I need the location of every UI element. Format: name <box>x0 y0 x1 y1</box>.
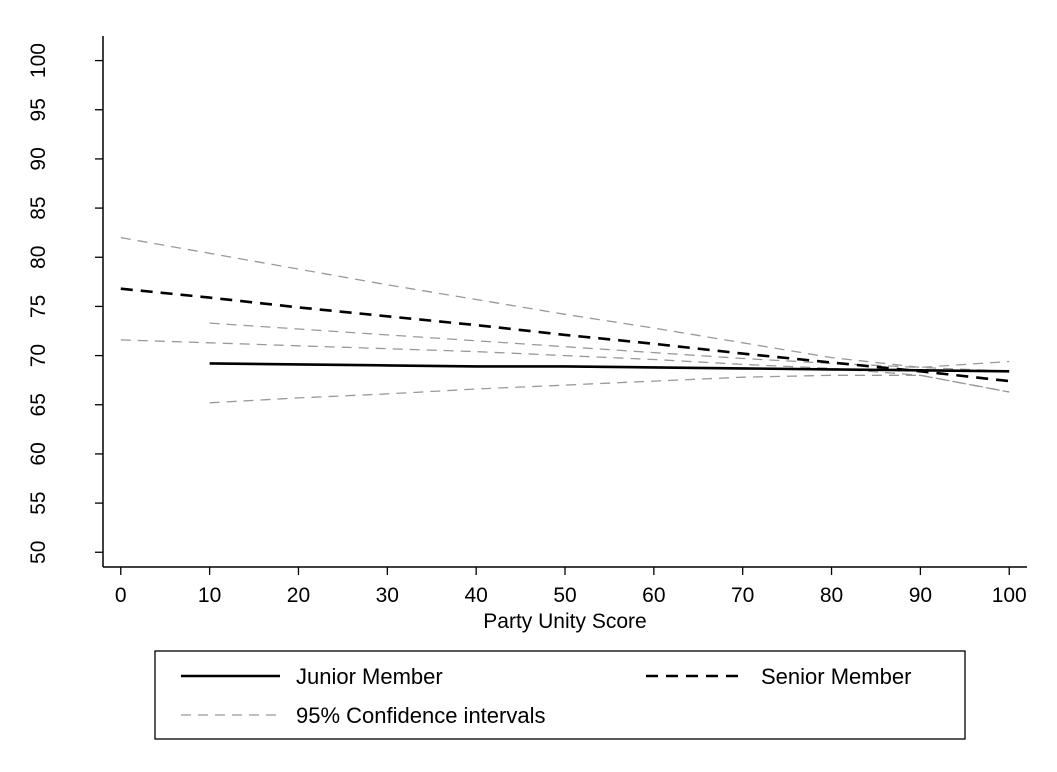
y-tick-label: 60 <box>27 442 50 465</box>
x-axis-title: Party Unity Score <box>483 610 646 633</box>
legend: Junior Member Senior Member 95% Confiden… <box>154 650 966 740</box>
series-line-junior-member <box>209 362 1010 373</box>
x-tick-label: 0 <box>115 584 127 607</box>
y-tick-label: 55 <box>27 491 50 514</box>
x-tick-label: 80 <box>820 584 843 607</box>
legend-box <box>154 650 966 740</box>
y-tick-label: 80 <box>27 246 50 269</box>
series-line-senior-member <box>120 287 1010 383</box>
plot-lines <box>120 236 1010 404</box>
x-tick-label: 70 <box>731 584 754 607</box>
legend-label-junior-member: Junior Member <box>296 664 443 689</box>
x-tick-label: 10 <box>198 584 221 607</box>
y-tick-label: 85 <box>27 196 50 219</box>
x-tick-label: 100 <box>992 584 1027 607</box>
legend-label-confidence-intervals: 95% Confidence intervals <box>296 703 545 728</box>
ci-line-5 <box>120 339 1010 393</box>
legend-label-senior-member: Senior Member <box>761 664 911 689</box>
y-tick-label: 70 <box>27 344 50 367</box>
ci-line-4 <box>120 236 1010 372</box>
y-tick-label: 100 <box>27 43 50 78</box>
x-tick-label: 20 <box>287 584 310 607</box>
y-tick-label: 65 <box>27 393 50 416</box>
x-tick-label: 30 <box>376 584 399 607</box>
x-tick-label: 50 <box>553 584 576 607</box>
x-axis-ticks: 0 10 20 30 40 50 60 70 80 90 100 <box>115 567 1027 607</box>
x-tick-label: 60 <box>642 584 665 607</box>
y-tick-label: 50 <box>27 541 50 564</box>
ci-line-3 <box>209 374 1010 404</box>
y-tick-label: 95 <box>27 98 50 121</box>
x-tick-label: 90 <box>909 584 932 607</box>
y-tick-label: 75 <box>27 295 50 318</box>
y-axis-ticks: 50 55 60 65 70 75 80 85 90 95 100 <box>27 43 103 564</box>
ci-line-2 <box>209 322 1010 369</box>
x-tick-label: 40 <box>464 584 487 607</box>
y-tick-label: 90 <box>27 147 50 170</box>
